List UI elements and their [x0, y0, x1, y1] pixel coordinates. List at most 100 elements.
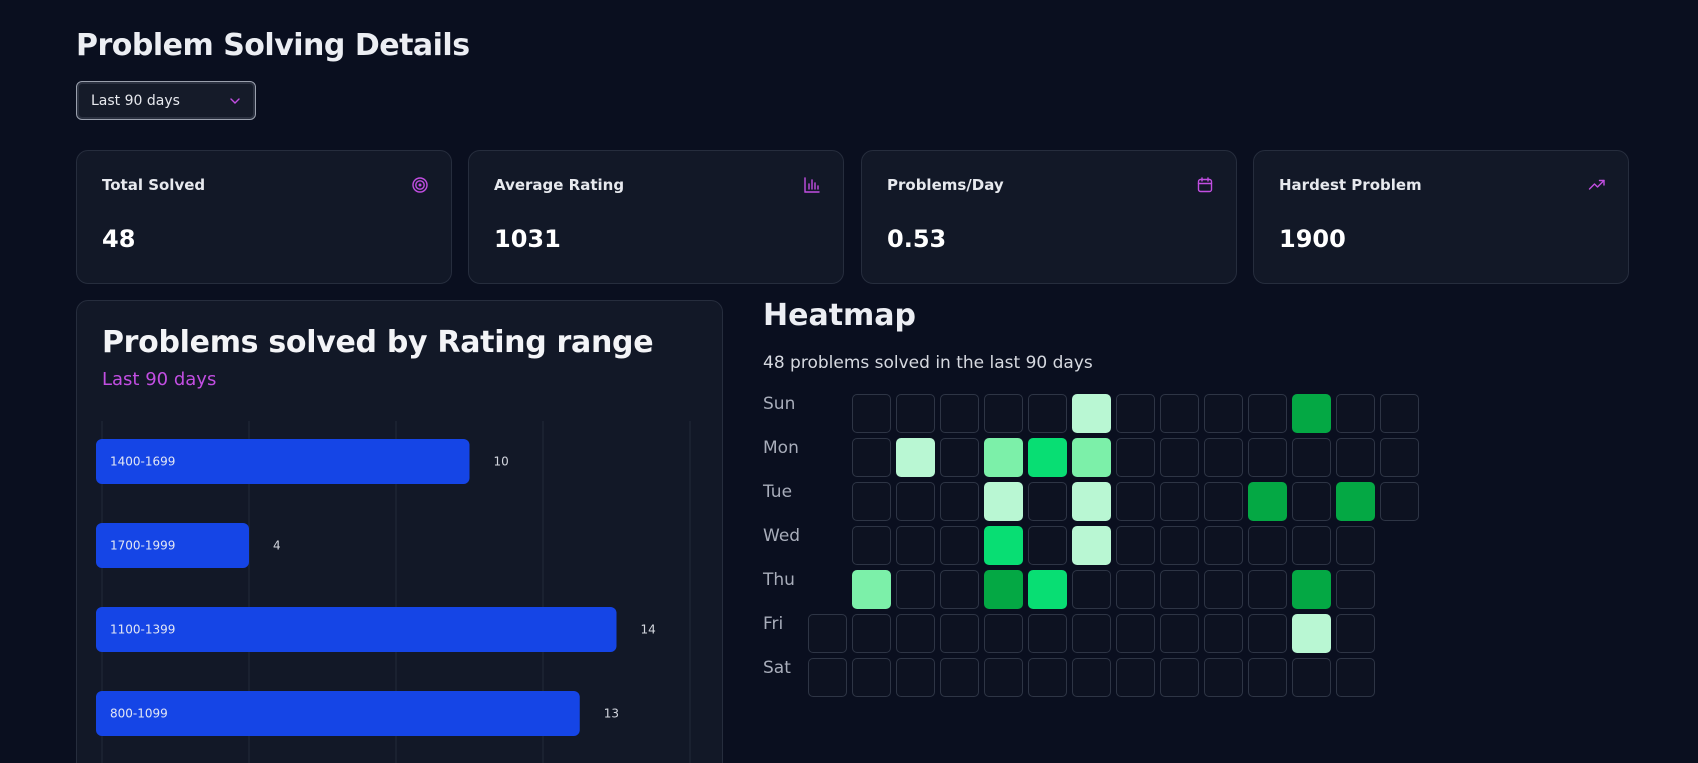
heatmap-cell[interactable]: [1028, 570, 1067, 609]
heatmap-cell[interactable]: [984, 482, 1023, 521]
heatmap-cell[interactable]: [1380, 438, 1419, 477]
heatmap-cell[interactable]: [1028, 394, 1067, 433]
stat-value: 1900: [1279, 225, 1346, 253]
heatmap-cell[interactable]: [1072, 394, 1111, 433]
heatmap-cell[interactable]: [1116, 614, 1155, 653]
heatmap-cell[interactable]: [1160, 394, 1199, 433]
heatmap-cell[interactable]: [1204, 394, 1243, 433]
heatmap-cell[interactable]: [1116, 570, 1155, 609]
heatmap-cell[interactable]: [1204, 614, 1243, 653]
heatmap-cell[interactable]: [1072, 658, 1111, 697]
heatmap-cell[interactable]: [1160, 438, 1199, 477]
heatmap-cell[interactable]: [1248, 438, 1287, 477]
heatmap-cell[interactable]: [1248, 394, 1287, 433]
heatmap-cell[interactable]: [1204, 570, 1243, 609]
heatmap-cell[interactable]: [984, 658, 1023, 697]
heatmap-cell[interactable]: [1336, 526, 1375, 565]
heatmap-cell[interactable]: [1072, 614, 1111, 653]
heatmap-cell[interactable]: [1072, 526, 1111, 565]
heatmap-cell[interactable]: [1116, 482, 1155, 521]
heatmap-cell[interactable]: [1248, 482, 1287, 521]
heatmap-cell[interactable]: [1028, 614, 1067, 653]
heatmap-cell[interactable]: [1292, 614, 1331, 653]
heatmap-cell[interactable]: [940, 658, 979, 697]
heatmap-cell[interactable]: [1116, 394, 1155, 433]
heatmap-cell[interactable]: [1072, 570, 1111, 609]
heatmap-cell[interactable]: [1248, 526, 1287, 565]
heatmap-cell[interactable]: [940, 526, 979, 565]
heatmap-cell[interactable]: [940, 394, 979, 433]
heatmap-cell[interactable]: [896, 658, 935, 697]
heatmap-cell[interactable]: [1248, 570, 1287, 609]
heatmap-cell[interactable]: [1072, 482, 1111, 521]
heatmap-cell[interactable]: [896, 570, 935, 609]
heatmap-cell[interactable]: [1336, 570, 1375, 609]
heatmap-cell[interactable]: [1336, 482, 1375, 521]
heatmap-cell[interactable]: [1160, 570, 1199, 609]
heatmap-cell[interactable]: [984, 570, 1023, 609]
heatmap-cell[interactable]: [984, 394, 1023, 433]
date-range-value: Last 90 days: [91, 92, 180, 109]
heatmap-cell[interactable]: [940, 614, 979, 653]
heatmap-cell[interactable]: [808, 658, 847, 697]
heatmap-cell[interactable]: [1204, 482, 1243, 521]
heatmap-cell[interactable]: [852, 394, 891, 433]
heatmap-cell[interactable]: [852, 438, 891, 477]
heatmap-cell[interactable]: [1248, 658, 1287, 697]
heatmap-cell[interactable]: [896, 482, 935, 521]
heatmap-cell[interactable]: [940, 438, 979, 477]
heatmap-cell[interactable]: [808, 614, 847, 653]
heatmap-cell[interactable]: [1160, 614, 1199, 653]
heatmap-cell[interactable]: [1336, 438, 1375, 477]
heatmap-cell[interactable]: [852, 526, 891, 565]
bar-1700-1999[interactable]: [96, 523, 249, 568]
heatmap-cell[interactable]: [1248, 614, 1287, 653]
heatmap-cell[interactable]: [1116, 438, 1155, 477]
heatmap-cell[interactable]: [1380, 394, 1419, 433]
heatmap-cell[interactable]: [1336, 658, 1375, 697]
stat-value: 1031: [494, 225, 561, 253]
heatmap-cell[interactable]: [1028, 482, 1067, 521]
heatmap-cell[interactable]: [1336, 394, 1375, 433]
heatmap-cell[interactable]: [940, 570, 979, 609]
heatmap-cell[interactable]: [1204, 526, 1243, 565]
bar-1400-1699[interactable]: [96, 439, 470, 484]
date-range-select[interactable]: Last 90 days: [76, 81, 256, 120]
heatmap-cell[interactable]: [1292, 570, 1331, 609]
heatmap-cell[interactable]: [1160, 526, 1199, 565]
day-label-fri: Fri: [763, 614, 784, 634]
heatmap-cell[interactable]: [1028, 526, 1067, 565]
heatmap-cell[interactable]: [852, 482, 891, 521]
heatmap-cell[interactable]: [852, 658, 891, 697]
heatmap-cell[interactable]: [1160, 482, 1199, 521]
heatmap-cell[interactable]: [984, 526, 1023, 565]
heatmap-cell[interactable]: [852, 570, 891, 609]
heatmap-cell[interactable]: [1380, 482, 1419, 521]
heatmap-cell[interactable]: [1336, 614, 1375, 653]
heatmap-cell[interactable]: [896, 438, 935, 477]
bar-1100-1399[interactable]: [96, 607, 617, 652]
bar-800-1099[interactable]: [96, 691, 580, 736]
heatmap-cell[interactable]: [852, 614, 891, 653]
heatmap-cell[interactable]: [1204, 438, 1243, 477]
heatmap-cell[interactable]: [940, 482, 979, 521]
heatmap-cell[interactable]: [896, 614, 935, 653]
heatmap-cell[interactable]: [1072, 438, 1111, 477]
stat-card-total-solved: Total Solved 48: [76, 150, 452, 284]
page-title: Problem Solving Details: [76, 28, 470, 63]
heatmap-cell[interactable]: [1292, 658, 1331, 697]
heatmap-cell[interactable]: [1204, 658, 1243, 697]
heatmap-cell[interactable]: [1292, 438, 1331, 477]
heatmap-cell[interactable]: [1292, 482, 1331, 521]
heatmap-cell[interactable]: [896, 526, 935, 565]
heatmap-cell[interactable]: [984, 614, 1023, 653]
heatmap-cell[interactable]: [1028, 658, 1067, 697]
heatmap-cell[interactable]: [896, 394, 935, 433]
heatmap-cell[interactable]: [1116, 658, 1155, 697]
heatmap-cell[interactable]: [1028, 438, 1067, 477]
heatmap-cell[interactable]: [1160, 658, 1199, 697]
heatmap-cell[interactable]: [984, 438, 1023, 477]
heatmap-cell[interactable]: [1292, 394, 1331, 433]
heatmap-cell[interactable]: [1292, 526, 1331, 565]
heatmap-cell[interactable]: [1116, 526, 1155, 565]
